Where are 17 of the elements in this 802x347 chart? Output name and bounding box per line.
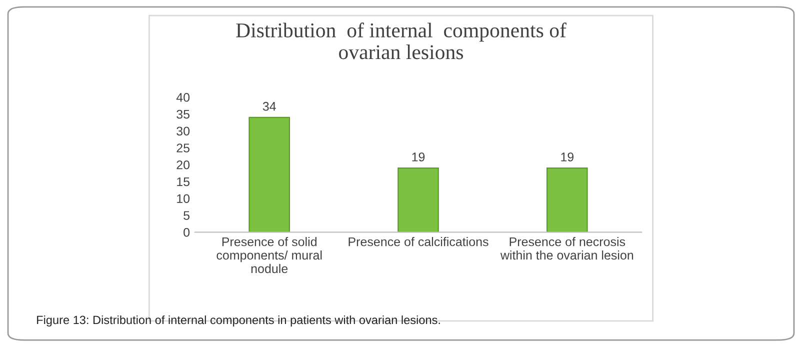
y-tick-label: 20 [176,160,190,170]
x-tick-label: Presence of necrosis within the ovarian lesion [500,237,634,260]
y-tick-label: 5 [184,211,190,220]
data-label: 19 [561,152,574,162]
y-tick-label: 40 [176,92,190,102]
caption: Figure 13: Distribution of internal components in patients with ovarian lesions. [37,315,440,326]
data-label: 34 [262,102,276,111]
data-label: 19 [412,152,425,162]
y-tick-label: 30 [176,126,190,136]
y-tick-label: 35 [176,110,190,119]
x-tick-label: Presence of calcifications [348,237,488,246]
y-tick-label: 15 [177,177,190,186]
y-tick-label: 0 [184,228,190,237]
x-tick-label: Presence of solid components/ mural nodule [216,237,322,274]
y-tick-label: 10 [177,194,190,204]
y-tick-label: 25 [176,144,190,152]
chart-title: Distribution of internal components of ovarian lesions [236,22,566,60]
